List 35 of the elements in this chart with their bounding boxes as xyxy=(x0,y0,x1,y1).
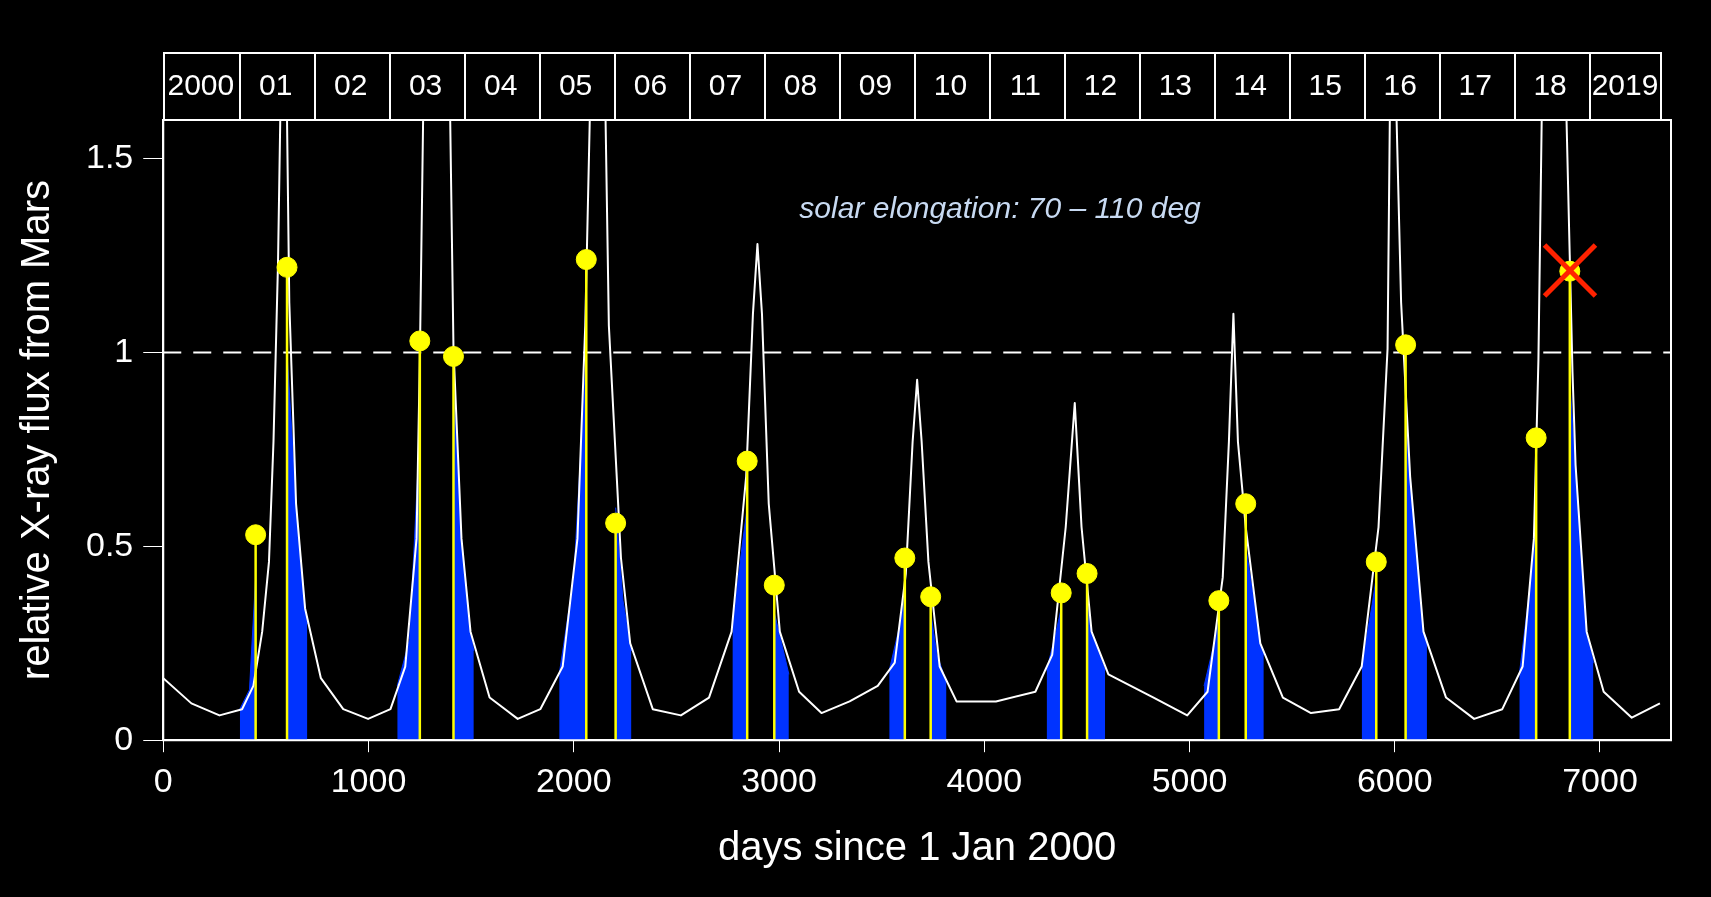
x2-tick-label: 09 xyxy=(858,68,893,102)
x2-tick-label: 03 xyxy=(408,68,443,102)
x2-tick-label: 2019 xyxy=(1591,68,1659,102)
x2-tick-label: 06 xyxy=(633,68,668,102)
x-tick-label: 4000 xyxy=(946,760,1023,799)
annotation: solar elongation: 70 – 110 deg xyxy=(799,191,1202,225)
x2-tick-label: 02 xyxy=(333,68,368,102)
x-axis-title: days since 1 Jan 2000 xyxy=(718,824,1117,869)
x2-tick-label: 13 xyxy=(1158,68,1193,102)
x2-tick-label: 08 xyxy=(783,68,818,102)
x2-tick-label: 07 xyxy=(708,68,743,102)
x2-tick-label: 01 xyxy=(259,68,293,102)
x2-tick-label: 2000 xyxy=(167,68,235,102)
x-tick-label: 6000 xyxy=(1356,760,1433,799)
x2-tick-label: 15 xyxy=(1308,68,1342,102)
y-tick-label: 0.5 xyxy=(86,524,134,563)
x2-tick-label: 18 xyxy=(1533,68,1567,102)
y-tick-label: 0 xyxy=(114,718,134,757)
x2-tick-label: 14 xyxy=(1233,68,1267,102)
x-tick-label: 1000 xyxy=(330,760,407,799)
x-tick-label: 7000 xyxy=(1562,760,1638,799)
x2-tick-label: 16 xyxy=(1383,68,1417,102)
x2-tick-label: 11 xyxy=(1009,68,1041,102)
x2-tick-label: 05 xyxy=(558,68,593,102)
y-axis-title: relative X-ray flux from Mars xyxy=(13,180,58,681)
x2-tick-label: 04 xyxy=(484,68,518,102)
x-tick-label: 5000 xyxy=(1151,760,1228,799)
y-tick-label: 1 xyxy=(114,330,134,369)
x2-tick-label: 12 xyxy=(1083,68,1118,102)
x-tick-label: 2000 xyxy=(535,760,612,799)
x2-tick-label: 17 xyxy=(1458,68,1492,102)
x2-tick-label: 10 xyxy=(933,68,968,102)
x-tick-label: 3000 xyxy=(741,760,817,799)
x-tick-label: 0 xyxy=(153,760,173,799)
y-tick-label: 1.5 xyxy=(86,137,134,176)
